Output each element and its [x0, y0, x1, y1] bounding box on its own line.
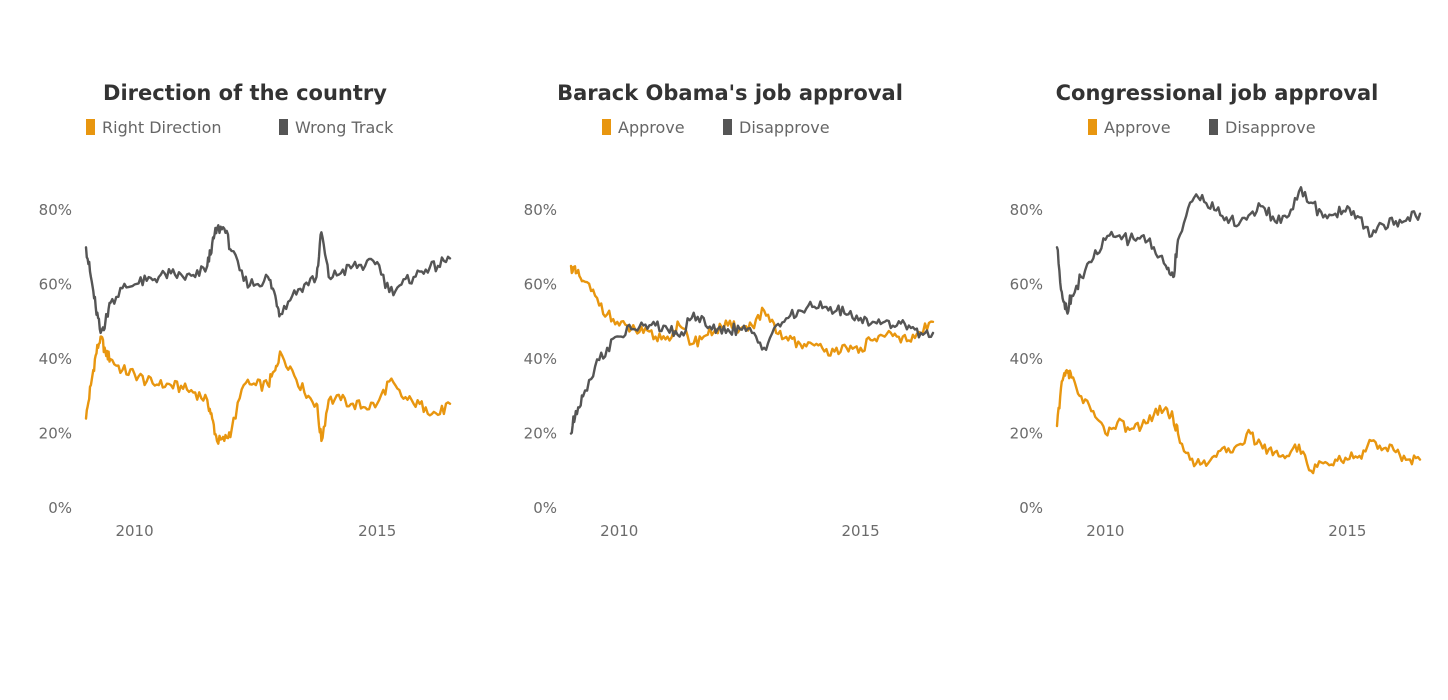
x-tick-label: 2010 [600, 522, 638, 540]
y-tick-label: 0% [1019, 499, 1043, 517]
chart-panel-3: Congressional job approval Approve Disappr… [1010, 81, 1422, 540]
y-tick-label: 60% [524, 276, 557, 294]
x-tick-label: 2010 [1086, 522, 1124, 540]
series-line-disapprove [569, 300, 935, 435]
y-tick-label: 80% [39, 201, 72, 219]
legend-swatch-wrong-track [279, 119, 288, 135]
y-tick-label: 20% [1010, 425, 1043, 443]
series-line-approve [569, 264, 935, 357]
chart-title: Barack Obama's job approval [557, 81, 903, 105]
legend-swatch-approve [602, 119, 611, 135]
legend-swatch-approve [1088, 119, 1097, 135]
y-tick-label: 80% [1010, 201, 1043, 219]
legend-label-wrong-track: Wrong Track [295, 118, 394, 137]
series-line-right-direction [84, 335, 452, 445]
y-tick-label: 20% [39, 425, 72, 443]
chart-title: Direction of the country [103, 81, 387, 105]
x-tick-label: 2015 [358, 522, 396, 540]
y-tick-label: 0% [533, 499, 557, 517]
chart-panel-2: Barack Obama's job approval Approve Disapp… [524, 81, 935, 540]
y-tick-label: 60% [39, 276, 72, 294]
series-line-approve [1055, 369, 1422, 475]
legend-label-approve: Approve [618, 118, 685, 137]
x-tick-label: 2015 [842, 522, 880, 540]
y-tick-label: 0% [48, 499, 72, 517]
series-line-wrong-track [84, 224, 452, 335]
chart-panel-1: Direction of the country Right Direction W… [39, 81, 452, 540]
chart-title: Congressional job approval [1056, 81, 1379, 105]
y-tick-label: 40% [524, 350, 557, 368]
y-tick-label: 40% [39, 350, 72, 368]
legend-label-approve: Approve [1104, 118, 1171, 137]
y-tick-label: 40% [1010, 350, 1043, 368]
y-tick-label: 80% [524, 201, 557, 219]
legend-swatch-disapprove [1209, 119, 1218, 135]
legend-swatch-disapprove [723, 119, 732, 135]
y-tick-label: 60% [1010, 276, 1043, 294]
x-tick-label: 2010 [115, 522, 153, 540]
legend-label-disapprove: Disapprove [1225, 118, 1316, 137]
legend-label-disapprove: Disapprove [739, 118, 830, 137]
series-line-disapprove [1055, 186, 1422, 315]
legend-label-right-direction: Right Direction [102, 118, 222, 137]
legend-swatch-right-direction [86, 119, 95, 135]
x-tick-label: 2015 [1328, 522, 1366, 540]
y-tick-label: 20% [524, 425, 557, 443]
